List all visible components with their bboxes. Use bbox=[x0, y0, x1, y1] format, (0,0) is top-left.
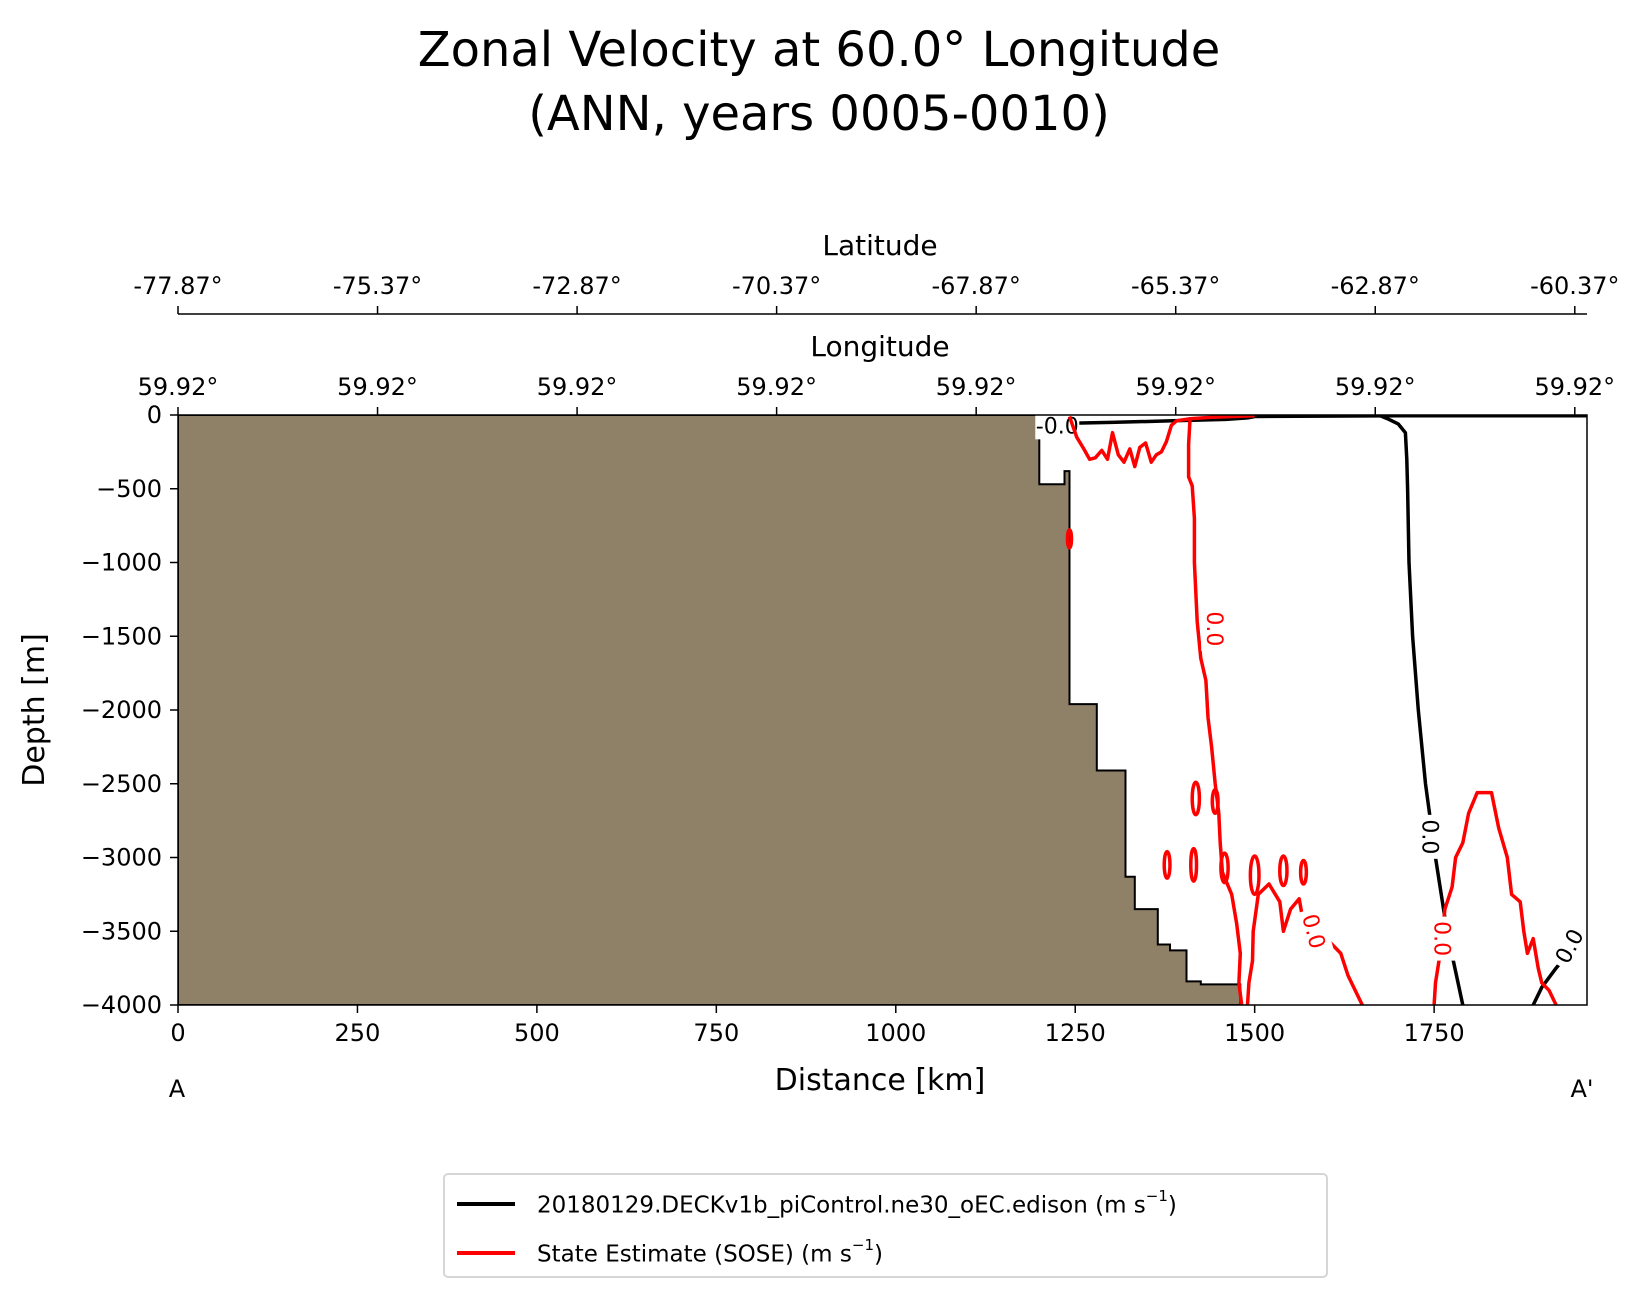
y-tick-label-3000: −3000 bbox=[81, 844, 162, 872]
latitude-tick-label-5: -65.37° bbox=[1131, 272, 1220, 300]
sose-contour-line-0 bbox=[1067, 415, 1255, 469]
y-tick-label-2000: −2000 bbox=[81, 696, 162, 724]
latitude-tick-label-4: -67.87° bbox=[931, 272, 1020, 300]
sose-contour-blob-4 bbox=[1189, 846, 1199, 883]
endpoint-start-label: A bbox=[169, 1075, 186, 1103]
latitude-tick-label-1: -75.37° bbox=[333, 272, 422, 300]
legend: 20180129.DECKv1b_piControl.ne30_oEC.edis… bbox=[443, 1173, 1328, 1278]
x-tick-label-1250: 1250 bbox=[1045, 1019, 1106, 1047]
bathymetry-fill bbox=[178, 415, 1242, 1005]
chart-subtitle: (ANN, years 0005-0010) bbox=[528, 86, 1110, 142]
longitude-tick-label-3: 59.92° bbox=[736, 373, 817, 401]
x-tick-label-500: 500 bbox=[514, 1019, 560, 1047]
legend-swatch-sose bbox=[457, 1251, 515, 1255]
x-axis-ticks: 0 250 500 750 1000 1250 1500 1750 bbox=[170, 1005, 1465, 1047]
sose-contour-blob-8 bbox=[1298, 858, 1309, 886]
longitude-tick-label-7: 59.92° bbox=[1534, 373, 1615, 401]
longitude-axis-label: Longitude bbox=[810, 330, 949, 363]
latitude-tick-label-0: -77.87° bbox=[133, 272, 222, 300]
x-tick-label-0: 0 bbox=[170, 1019, 185, 1047]
y-tick-label-4000: −4000 bbox=[81, 991, 162, 1019]
chart-title: Zonal Velocity at 60.0° Longitude bbox=[418, 22, 1221, 78]
sose-contour-blob-3 bbox=[1162, 849, 1172, 880]
sose-contour-line-1 bbox=[1186, 417, 1244, 1005]
latitude-axis-ticks: -77.87° -75.37° -72.87° -70.37° -67.87° -65.3… bbox=[133, 272, 1619, 314]
model-contour-label-1: 0.0 bbox=[1417, 819, 1442, 854]
legend-entry-model: 20180129.DECKv1b_piControl.ne30_oEC.edis… bbox=[457, 1184, 1177, 1224]
y-tick-label-0: 0 bbox=[147, 401, 162, 429]
x-tick-label-750: 750 bbox=[693, 1019, 739, 1047]
sose-contour-blob-0 bbox=[1065, 528, 1074, 550]
sose-contour-label-2: 0.0 bbox=[1429, 921, 1454, 956]
x-tick-label-1750: 1750 bbox=[1404, 1019, 1465, 1047]
longitude-tick-label-2: 59.92° bbox=[537, 373, 618, 401]
longitude-tick-label-1: 59.92° bbox=[337, 373, 418, 401]
y-axis-label: Depth [m] bbox=[17, 633, 52, 787]
y-tick-label-1500: −1500 bbox=[81, 622, 162, 650]
sose-contour-blob-2 bbox=[1210, 787, 1220, 816]
legend-label-sose: State Estimate (SOSE) (m s−1) bbox=[537, 1235, 883, 1268]
y-tick-label-2500: −2500 bbox=[81, 770, 162, 798]
legend-swatch-model bbox=[457, 1202, 515, 1206]
model-contour-label-bg-2 bbox=[1546, 920, 1587, 972]
latitude-tick-label-2: -72.87° bbox=[532, 272, 621, 300]
longitude-tick-label-6: 59.92° bbox=[1335, 373, 1416, 401]
latitude-tick-label-7: -60.37° bbox=[1530, 272, 1619, 300]
x-tick-label-1000: 1000 bbox=[865, 1019, 926, 1047]
legend-label-model: 20180129.DECKv1b_piControl.ne30_oEC.edis… bbox=[537, 1186, 1177, 1219]
model-contour-line-0 bbox=[1075, 415, 1587, 425]
sose-contour-label-bg-2 bbox=[1428, 916, 1457, 961]
x-tick-label-250: 250 bbox=[335, 1019, 381, 1047]
x-axis-label: Distance [km] bbox=[775, 1063, 986, 1098]
longitude-tick-label-4: 59.92° bbox=[936, 373, 1017, 401]
endpoint-end-label: A' bbox=[1570, 1075, 1593, 1103]
sose-contour-blob-7 bbox=[1278, 854, 1289, 888]
y-tick-label-3500: −3500 bbox=[81, 917, 162, 945]
y-tick-label-1000: −1000 bbox=[81, 549, 162, 577]
latitude-tick-label-6: -62.87° bbox=[1331, 272, 1420, 300]
sose-contour-label-bg-1 bbox=[1295, 906, 1334, 957]
sose-contour-label-bg-0 bbox=[1201, 606, 1230, 651]
sose-contour-line-3 bbox=[1432, 790, 1558, 1005]
sose-contour-label-0: 0.0 bbox=[1201, 611, 1226, 646]
y-tick-label-500: −500 bbox=[96, 475, 162, 503]
sose-contour-blob-1 bbox=[1190, 780, 1202, 817]
x-tick-label-1500: 1500 bbox=[1224, 1019, 1285, 1047]
sose-contour-blob-6 bbox=[1248, 854, 1261, 897]
y-axis-ticks: 0 −500 −1000 −1500 −2000 −2500 −3000 −3500 −4000 bbox=[81, 401, 178, 1019]
longitude-axis-ticks: 59.92° 59.92° 59.92° 59.92° 59.92° 59.92° 59.9… bbox=[138, 373, 1615, 415]
longitude-tick-label-5: 59.92° bbox=[1135, 373, 1216, 401]
model-contour-label-bg-1 bbox=[1416, 814, 1445, 859]
latitude-tick-label-3: -70.37° bbox=[732, 272, 821, 300]
contour-lines: -0.00.00.00.00.0 0.0 bbox=[1035, 415, 1587, 1005]
sose-contour-line-2 bbox=[1245, 882, 1364, 1005]
longitude-tick-label-0: 59.92° bbox=[138, 373, 219, 401]
legend-entry-sose: State Estimate (SOSE) (m s−1) bbox=[457, 1233, 883, 1273]
latitude-axis-label: Latitude bbox=[822, 229, 937, 262]
sose-contour-blob-5 bbox=[1219, 851, 1230, 885]
